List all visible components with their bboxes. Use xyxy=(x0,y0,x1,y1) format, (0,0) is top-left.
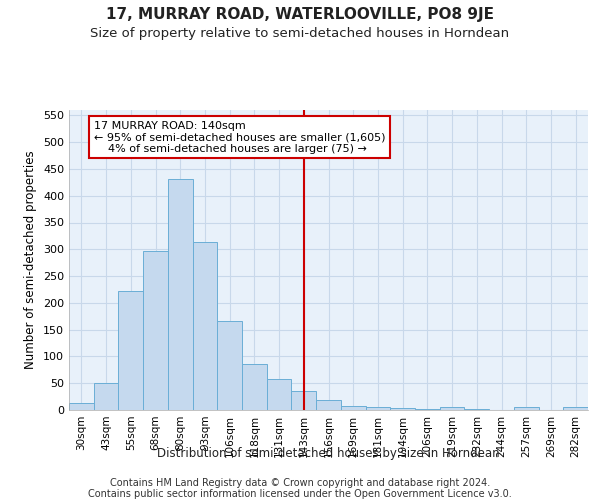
Bar xyxy=(365,408,390,410)
Text: Contains public sector information licensed under the Open Government Licence v3: Contains public sector information licen… xyxy=(88,489,512,499)
Text: 17 MURRAY ROAD: 140sqm
← 95% of semi-detached houses are smaller (1,605)
    4% : 17 MURRAY ROAD: 140sqm ← 95% of semi-det… xyxy=(94,120,385,154)
Y-axis label: Number of semi-detached properties: Number of semi-detached properties xyxy=(25,150,37,370)
Bar xyxy=(217,320,242,410)
Bar xyxy=(316,400,341,410)
Bar xyxy=(242,364,267,410)
Bar xyxy=(143,251,168,410)
Bar xyxy=(193,242,217,410)
Text: Distribution of semi-detached houses by size in Horndean: Distribution of semi-detached houses by … xyxy=(157,448,500,460)
Text: 17, MURRAY ROAD, WATERLOOVILLE, PO8 9JE: 17, MURRAY ROAD, WATERLOOVILLE, PO8 9JE xyxy=(106,8,494,22)
Bar xyxy=(168,178,193,410)
Bar xyxy=(69,403,94,410)
Text: Size of property relative to semi-detached houses in Horndean: Size of property relative to semi-detach… xyxy=(91,28,509,40)
Bar xyxy=(341,406,365,410)
Bar xyxy=(390,408,415,410)
Bar xyxy=(415,409,440,410)
Text: Contains HM Land Registry data © Crown copyright and database right 2024.: Contains HM Land Registry data © Crown c… xyxy=(110,478,490,488)
Bar xyxy=(440,407,464,410)
Bar xyxy=(94,383,118,410)
Bar xyxy=(563,408,588,410)
Bar xyxy=(292,391,316,410)
Bar xyxy=(267,380,292,410)
Bar xyxy=(514,407,539,410)
Bar xyxy=(118,291,143,410)
